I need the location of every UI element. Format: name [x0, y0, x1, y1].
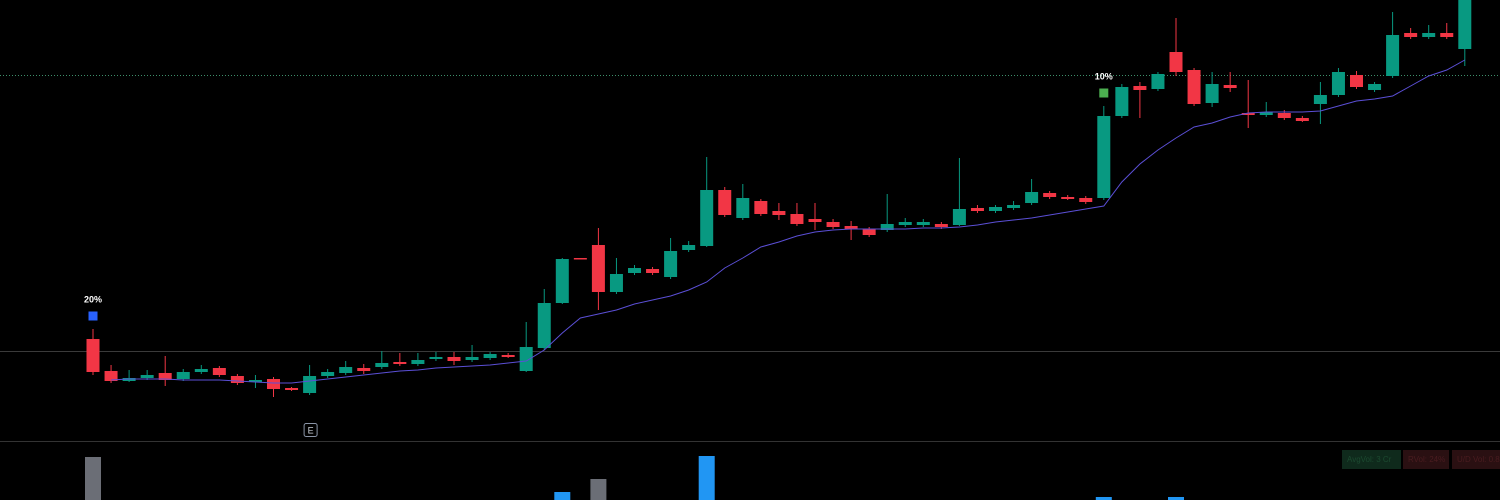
candle-body	[573, 258, 587, 260]
candle-body	[1368, 84, 1382, 90]
candle-body	[483, 354, 497, 358]
volume-bar	[1095, 497, 1112, 500]
candle-body	[609, 274, 623, 292]
stat-label: RVol: 24%	[1408, 455, 1445, 464]
volume-pane	[85, 456, 1184, 500]
candle-body	[1458, 0, 1472, 49]
candle-body	[718, 190, 732, 215]
candle-body	[194, 369, 208, 372]
candle-body	[321, 372, 335, 376]
candle-body	[790, 214, 804, 224]
candle-body	[646, 269, 660, 273]
candle-body	[808, 219, 822, 222]
candle-body	[1169, 52, 1183, 72]
candle-body	[952, 209, 966, 225]
candle-body	[1151, 74, 1165, 89]
moving-average	[111, 59, 1466, 384]
candle-body	[628, 268, 641, 273]
candle-body	[682, 245, 696, 250]
candle-body	[1133, 86, 1147, 90]
candle-body	[465, 357, 479, 360]
candle-body	[501, 355, 515, 357]
volume-bar	[1168, 497, 1184, 500]
annotation-label: 20%	[84, 294, 102, 304]
candle-body	[1259, 112, 1273, 115]
volume-bar	[590, 479, 607, 500]
candle-body	[934, 224, 948, 227]
candle-body	[591, 245, 605, 292]
candle-body	[916, 222, 930, 225]
candle-body	[1043, 193, 1057, 197]
candle-body	[880, 224, 894, 230]
candle-body	[1115, 87, 1129, 116]
candle-body	[898, 222, 912, 225]
candle-body	[411, 360, 425, 364]
candle-body	[664, 251, 678, 277]
candle-body	[1205, 84, 1219, 103]
candle-body	[537, 303, 551, 348]
stat-box	[1342, 450, 1401, 469]
candle-body	[862, 229, 876, 235]
candle-body	[339, 367, 353, 373]
candle-body	[1277, 113, 1291, 118]
event-label: E	[308, 425, 314, 435]
candle-body	[989, 207, 1002, 211]
candle-body	[1386, 35, 1400, 76]
stat-label: U/D Vol: 0.8	[1457, 455, 1500, 464]
candle-body	[104, 371, 118, 381]
candle-body	[1187, 70, 1201, 104]
candle-body	[1313, 95, 1327, 104]
volume-bar	[554, 492, 571, 500]
candle-body	[393, 362, 407, 364]
signal-marker	[88, 311, 98, 321]
candle-body	[86, 339, 100, 372]
candle-body	[772, 211, 786, 215]
annotation-label: 10%	[1095, 71, 1113, 81]
candle-body	[1350, 75, 1363, 87]
volume-bar	[85, 457, 101, 500]
candle-body	[844, 226, 858, 229]
candle-body	[1025, 192, 1039, 203]
candle-body	[267, 379, 280, 389]
candle-body	[1331, 72, 1345, 95]
candle-body	[1440, 33, 1454, 37]
signal-marker	[1099, 88, 1109, 98]
candle-body	[248, 380, 262, 382]
candle-body	[375, 363, 389, 367]
price-pane: 20% 10%	[0, 0, 1500, 397]
stat-box	[1403, 450, 1449, 469]
candle-body	[303, 376, 317, 393]
candle-body	[1061, 197, 1075, 199]
candle-body	[1404, 33, 1418, 37]
candle-body	[555, 259, 569, 303]
candle-body	[285, 388, 299, 390]
event-marker	[303, 423, 318, 437]
candle-body	[1079, 198, 1093, 202]
candle-body	[1097, 116, 1111, 198]
candle-body	[1295, 118, 1309, 121]
candle-body	[736, 198, 750, 218]
candle-body	[140, 375, 154, 378]
candle-body	[754, 201, 768, 214]
candle-body	[212, 368, 226, 375]
candle-body	[1223, 85, 1237, 88]
candle-body	[176, 372, 190, 379]
candle-body	[970, 208, 984, 211]
candle-body	[429, 357, 443, 359]
candle-body	[230, 376, 244, 383]
stat-box	[1452, 450, 1500, 469]
candle-body	[519, 347, 533, 371]
candle-body	[158, 373, 172, 380]
candle-body	[1422, 33, 1436, 37]
candle-body	[1241, 113, 1255, 115]
candle-body	[1007, 205, 1021, 208]
candle-body	[826, 222, 840, 227]
stat-label: AvgVol: 3 Cr	[1347, 455, 1392, 464]
candle-body	[700, 190, 714, 246]
candle-body	[447, 357, 461, 361]
volume-bar	[698, 456, 715, 500]
candle-body	[357, 368, 371, 371]
